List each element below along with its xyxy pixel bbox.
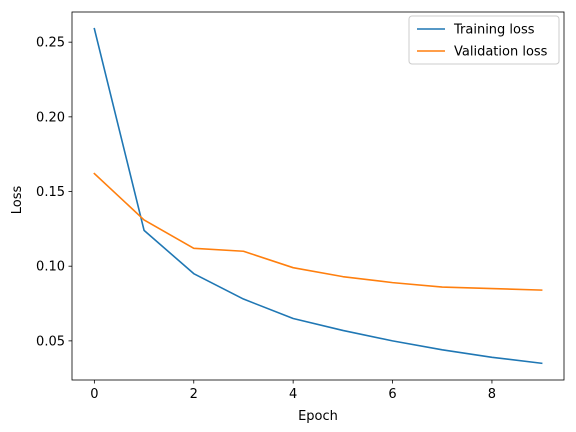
y-axis-label: Loss [10,186,25,215]
x-axis: 0 2 4 6 8 [90,380,496,402]
x-tick-label: 2 [190,387,198,402]
y-tick-label: 0.25 [36,36,65,51]
series-line-1 [93,172,543,291]
x-axis-label: Epoch [298,409,338,424]
x-tick-label: 4 [289,387,297,402]
x-tick-label: 6 [388,387,396,402]
legend-label-1: Validation loss [454,45,548,60]
plot-area [71,11,565,381]
x-tick-label: 8 [488,387,496,402]
series-line-0 [93,27,543,365]
x-tick-label: 0 [90,387,98,402]
y-tick-label: 0.05 [36,334,65,349]
legend: Training loss Validation loss [408,15,560,65]
y-tick-label: 0.20 [36,110,65,125]
y-tick-label: 0.15 [36,185,65,200]
y-axis: 0.05 0.10 0.15 0.20 0.25 [36,36,72,349]
axes-frame [71,11,565,381]
legend-label-0: Training loss [453,23,535,38]
legend-box [408,15,560,65]
y-tick-label: 0.10 [36,260,65,275]
